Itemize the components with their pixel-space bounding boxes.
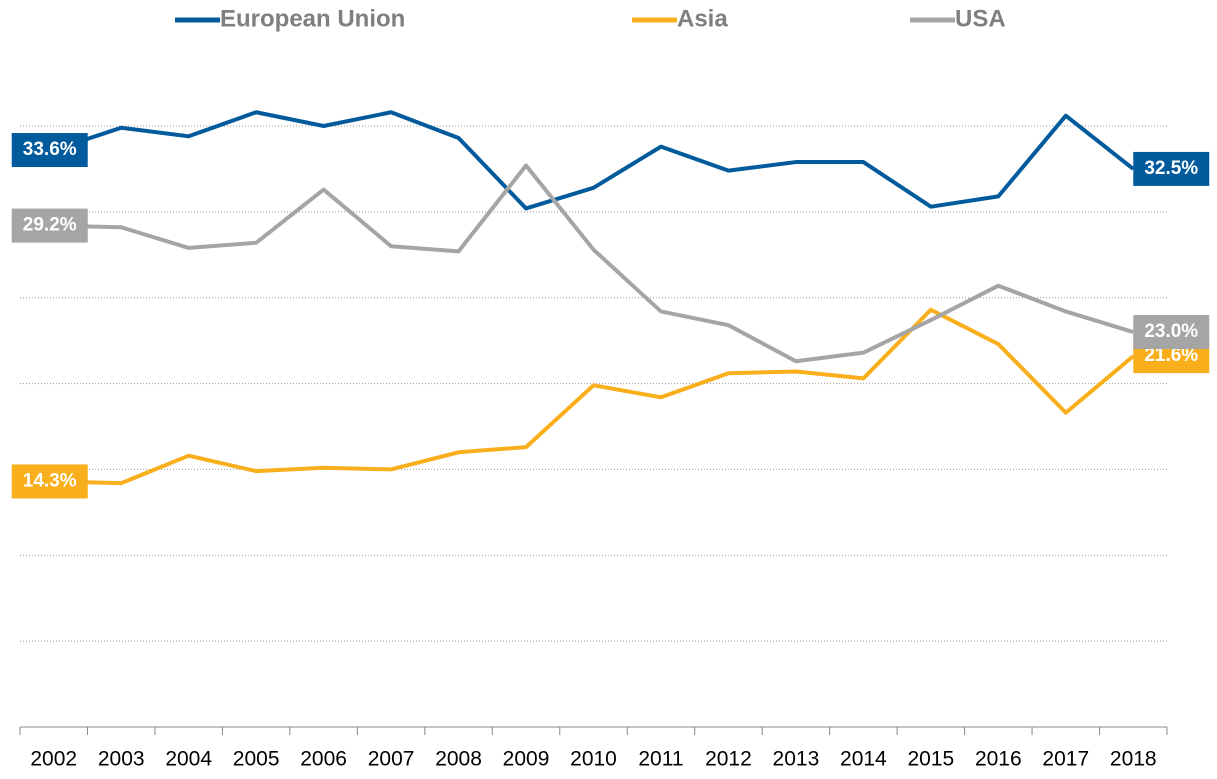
x-tick-label: 2009: [503, 748, 550, 771]
x-tick-label: 2011: [638, 748, 683, 771]
x-tick-label: 2007: [368, 748, 415, 771]
data-label-box: [1133, 151, 1210, 186]
x-tick-label: 2014: [840, 748, 887, 771]
data-label: 29.2%: [23, 215, 77, 236]
x-tick-label: 2002: [30, 748, 77, 771]
data-label-box: [11, 133, 88, 168]
x-tick-label: 2012: [705, 748, 752, 771]
x-tick-label: 2016: [975, 748, 1022, 771]
series-line: [53, 163, 1134, 364]
legend-label: USA: [955, 5, 1006, 32]
x-tick-label: 2015: [907, 748, 954, 771]
data-label: 32.5%: [1144, 158, 1198, 179]
x-tick-label: 2018: [1110, 748, 1157, 771]
x-tick-label: 2003: [98, 748, 145, 771]
legend-label: European Union: [220, 5, 405, 32]
series-line: [53, 110, 1135, 211]
data-label: 33.6%: [23, 139, 77, 160]
legend-label: Asia: [677, 5, 728, 32]
data-label-box: [1133, 315, 1210, 350]
data-label: 14.3%: [23, 470, 77, 491]
x-tick-label: 2004: [165, 748, 212, 771]
x-tick-label: 2006: [300, 748, 347, 771]
x-tick-label: 2017: [1042, 748, 1089, 771]
data-label: 21.6%: [1144, 345, 1198, 366]
x-tick-label: 2010: [570, 748, 617, 771]
data-label-box: [11, 208, 88, 243]
data-label: 23.0%: [1144, 321, 1198, 342]
data-label-box: [11, 464, 88, 499]
x-tick-label: 2005: [233, 748, 280, 771]
x-tick-label: 2013: [773, 748, 820, 771]
series-line: [53, 307, 1135, 486]
x-tick-label: 2008: [435, 748, 482, 771]
